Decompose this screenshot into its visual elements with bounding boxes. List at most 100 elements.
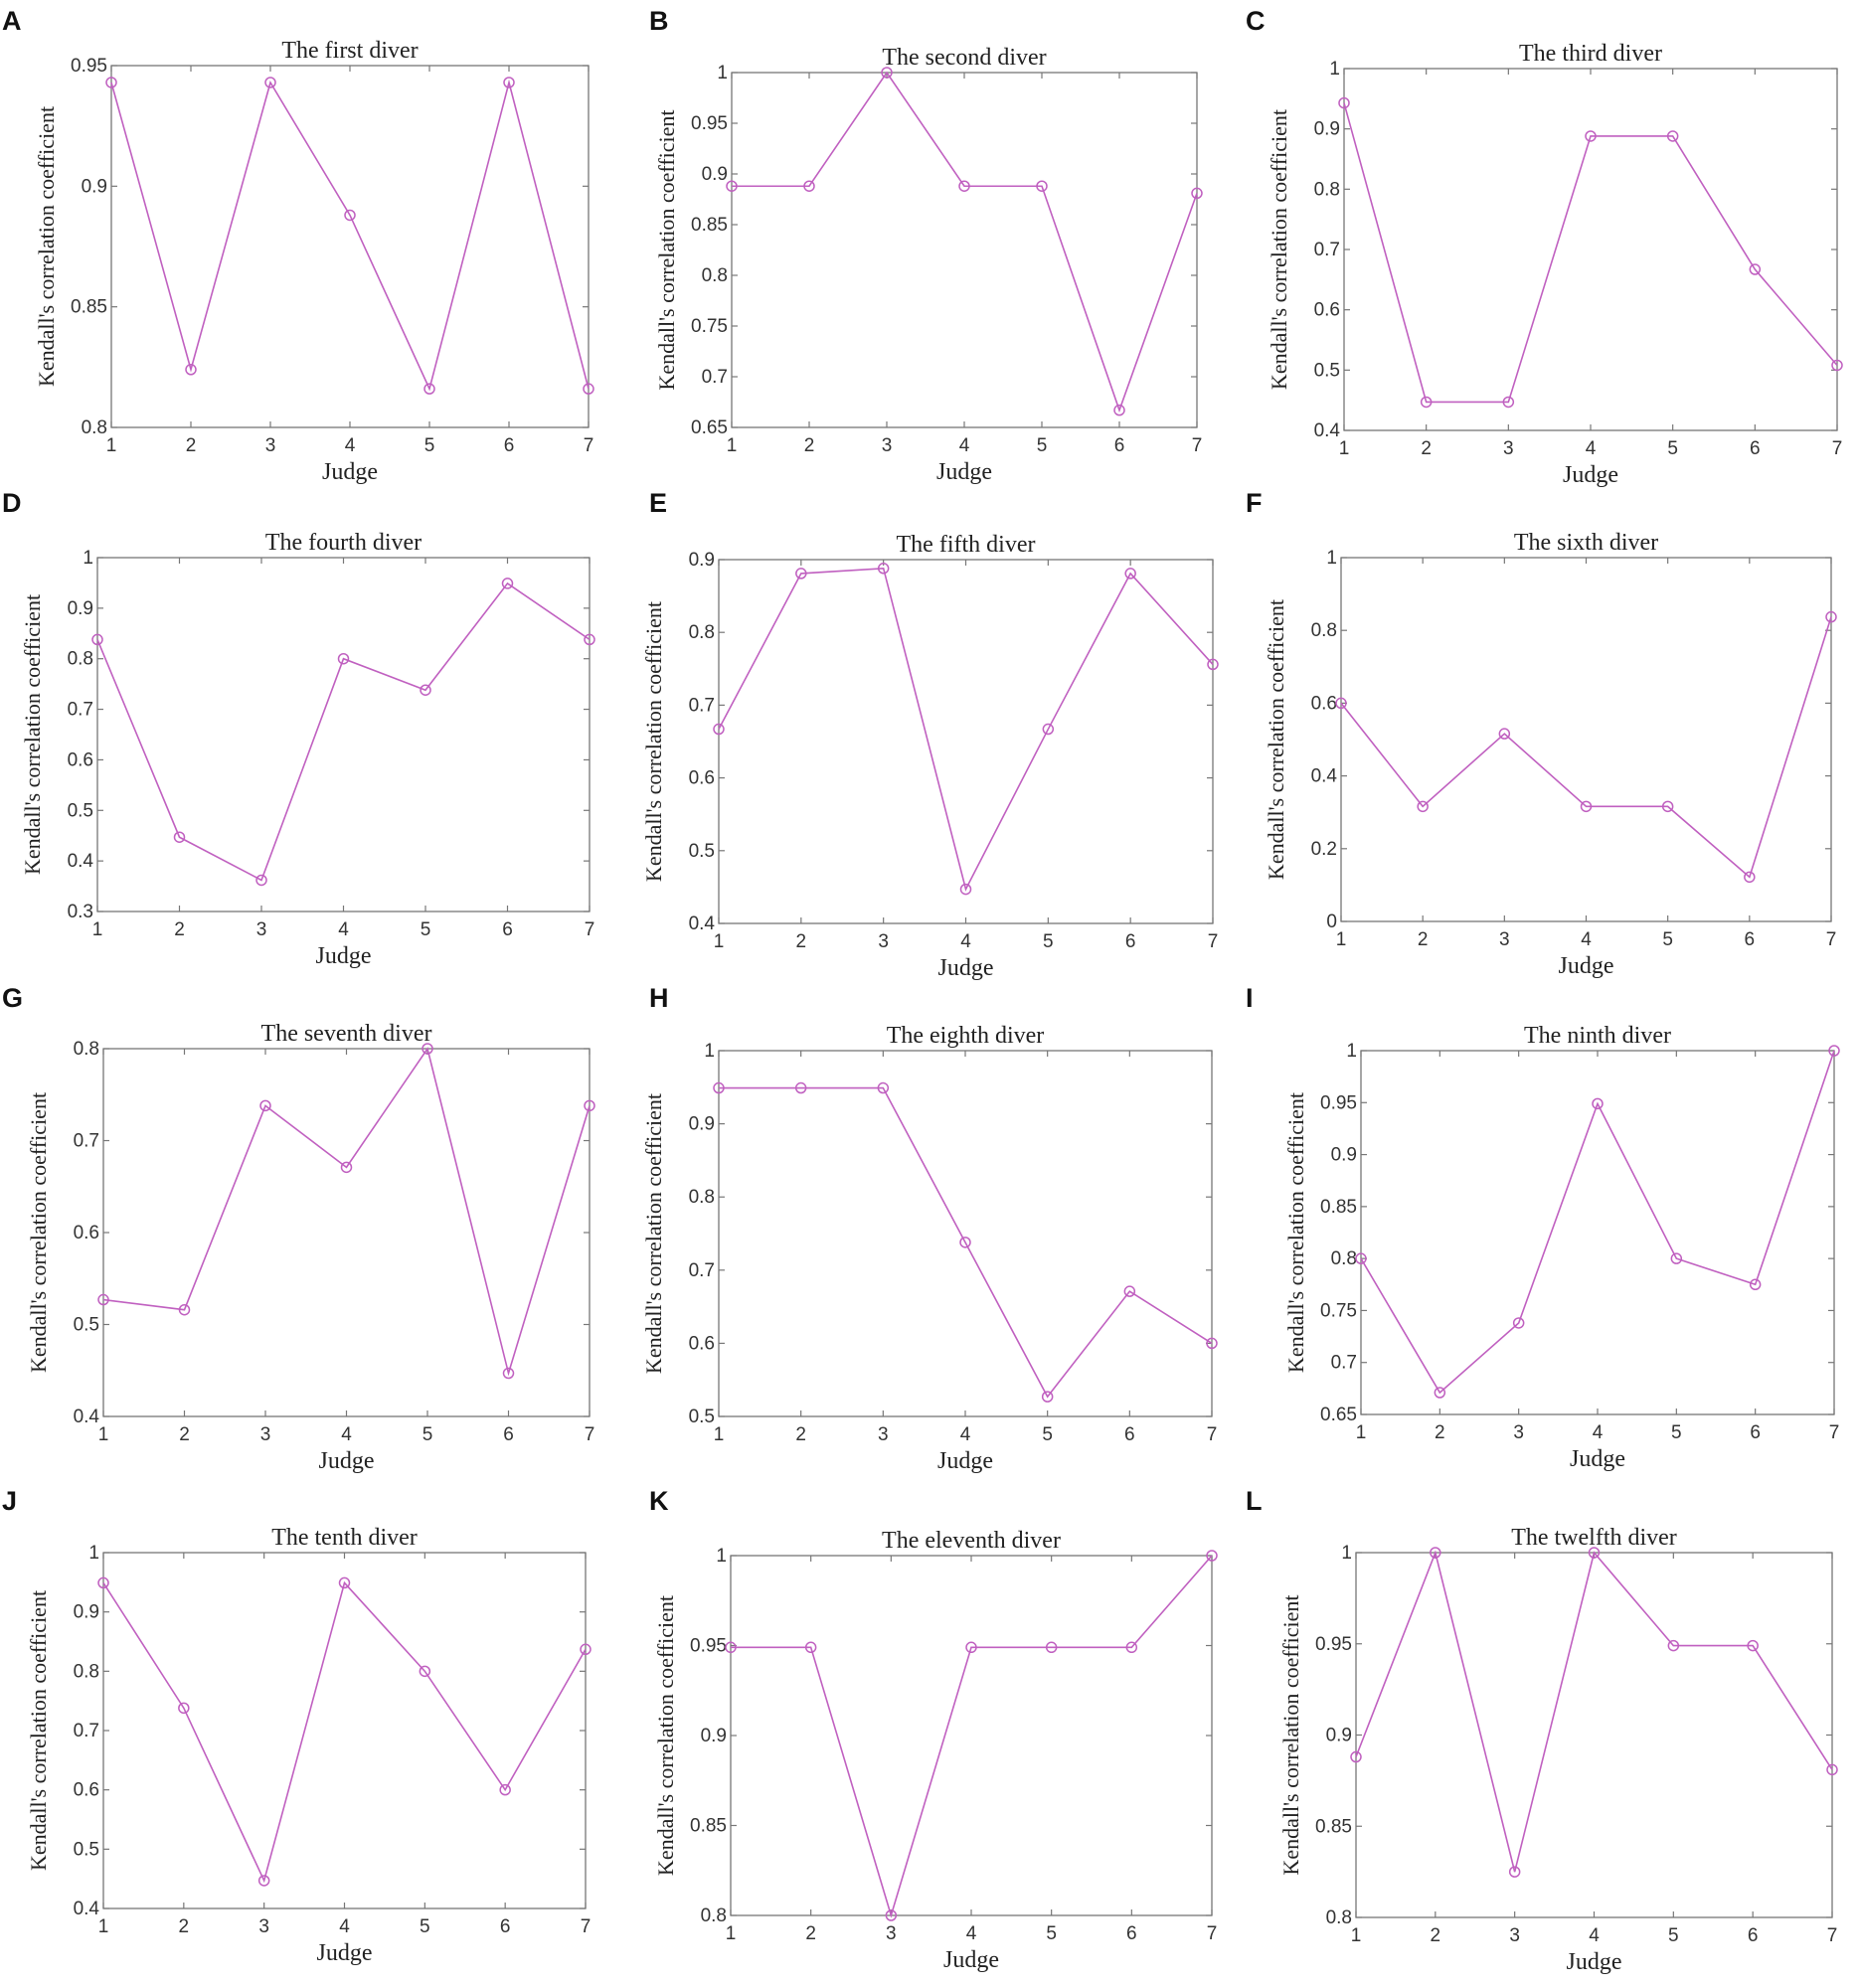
data-point [1749,263,1762,275]
y-tick-label: 0.8 [689,1187,715,1208]
x-tick-label: 3 [258,1916,269,1937]
series-line [1355,1550,1833,1873]
data-point [1749,1278,1762,1291]
y-tick-label: 0.7 [68,700,93,721]
y-tick-label: 0.9 [1326,1726,1352,1746]
panel-letter: D [2,488,22,518]
y-tick-label: 0.7 [689,1260,715,1281]
data-point [420,684,431,696]
data-point [1661,800,1674,813]
chart-title: The tenth diver [271,1525,418,1551]
axes-box [102,1048,591,1417]
y-axis-label: Kendall's correlation coefficient [1267,109,1291,390]
x-tick-label: 5 [1046,1923,1057,1944]
data-point [1434,1387,1446,1399]
x-tick-label: 5 [420,1916,430,1937]
data-point [255,874,267,887]
data-point [419,1665,431,1678]
chart-panel-e: E The fifth diver 0.4 0.5 0.6 0.7 0.8 0.9 1 2 3 4 5 6… [641,488,1219,981]
chart-panel-f: F The sixth diver 0 0.2 0.4 0.6 0.8 1 1 2 3 4 5 6 7 Jud… [1246,488,1837,979]
x-tick-label: 7 [581,1916,592,1937]
x-tick-label: 4 [1586,438,1597,459]
x-tick-label: 3 [1513,1422,1524,1443]
data-point [1747,1639,1759,1652]
data-point [1512,1317,1525,1329]
chart-title: The twelfth diver [1511,1525,1677,1551]
data-point [877,563,890,575]
chart-panel-a: A The first diver 0.8 0.85 0.9 0.95 1 2 3 4 5 6 7 Jud… [2,6,594,485]
x-tick-label: 7 [1826,929,1837,950]
panel-letter: B [649,6,669,36]
x-tick-label: 3 [265,435,276,456]
y-tick-label: 0.6 [1314,300,1340,321]
data-point [1350,1750,1362,1763]
y-tick-label: 0.6 [74,1223,99,1243]
y-tick-label: 0.6 [1311,693,1337,714]
data-point [1206,1550,1218,1562]
data-point [713,723,725,736]
x-tick-label: 3 [886,1923,897,1944]
x-axis-label: Judge [937,1448,993,1474]
data-point [1206,1337,1218,1350]
y-tick-label: 0.8 [702,265,728,286]
chart-title: The fifth diver [897,532,1036,558]
y-tick-label: 0.4 [1311,766,1338,787]
y-tick-label: 0.2 [1311,839,1337,860]
x-tick-label: 4 [339,1916,350,1937]
x-axis-label: Judge [936,459,992,485]
y-tick-label: 0.7 [702,367,728,388]
y-tick-label: 0.85 [1320,1197,1357,1218]
x-tick-label: 6 [1126,1923,1137,1944]
x-axis-label: Judge [943,1947,999,1973]
chart-title: The sixth diver [1514,530,1658,556]
x-tick-label: 5 [1662,929,1673,950]
chart-panel-d: D The fourth diver 0.3 0.4 0.5 0.6 0.7 0.8 0.9 1 1… [2,488,595,969]
panel-letter: L [1246,1486,1263,1516]
data-point [423,383,435,395]
data-point [501,578,514,589]
y-axis-label: Kendall's correlation coefficient [653,1595,678,1876]
y-axis-label: Kendall's correlation coefficient [1278,1594,1303,1875]
data-point [499,1783,511,1796]
y-tick-label: 0.5 [689,1407,715,1427]
y-tick-label: 0.3 [68,902,93,922]
y-tick-label: 0.95 [71,56,107,77]
chart-panel-c: C The third diver 0.4 0.5 0.6 0.7 0.8 0.9 1 1 2 3 4 5… [1246,6,1843,488]
panel-letter: C [1246,6,1266,36]
y-tick-label: 0.85 [71,297,107,318]
x-axis-label: Judge [938,955,994,981]
y-tick-label: 0.6 [74,1780,99,1801]
y-tick-label: 0.85 [1315,1816,1352,1837]
data-point [178,1303,191,1316]
data-point [803,180,815,192]
x-tick-label: 2 [179,1916,190,1937]
x-axis-label: Judge [319,1448,375,1474]
x-tick-label: 6 [1114,435,1125,456]
y-tick-label: 0.6 [689,1333,715,1354]
y-tick-label: 1 [1346,1041,1357,1062]
y-tick-label: 0.8 [1331,1248,1357,1269]
chart-title: The third diver [1519,41,1662,67]
x-tick-label: 6 [502,919,513,940]
chart-panel-i: I The ninth diver 0.65 0.7 0.75 0.8 0.85 0.9 0.9… [1246,983,1840,1472]
y-tick-label: 0.9 [82,176,107,197]
x-axis-label: Judge [1567,1949,1622,1975]
y-tick-label: 0.75 [691,316,728,337]
x-tick-label: 2 [1435,1422,1445,1443]
y-tick-label: 0.9 [1331,1145,1357,1166]
data-point [1744,871,1756,884]
axes-box [1355,1552,1833,1918]
y-tick-label: 0.75 [1320,1300,1357,1321]
x-tick-label: 5 [1037,435,1048,456]
y-tick-label: 1 [1341,1543,1352,1564]
data-point [1045,1641,1058,1654]
y-tick-label: 0.6 [68,749,93,770]
x-tick-label: 6 [500,1916,511,1937]
x-tick-label: 7 [1832,438,1843,459]
x-tick-label: 6 [503,1424,514,1445]
x-axis-label: Judge [1570,1446,1625,1472]
x-tick-label: 6 [1745,929,1756,950]
x-tick-label: 3 [260,1424,271,1445]
data-point [1125,1641,1138,1654]
chart-title: The first diver [281,38,418,64]
